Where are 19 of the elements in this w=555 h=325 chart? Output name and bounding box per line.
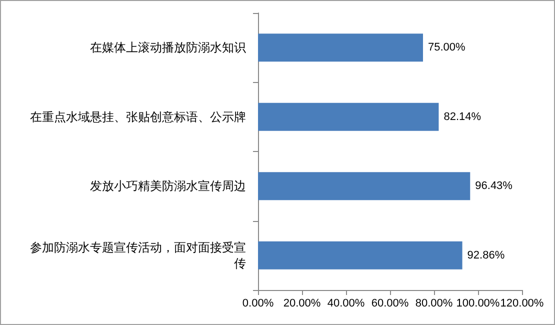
y-tick-label: 在重点水域悬挂、张贴创意标语、公示牌 xyxy=(30,110,246,124)
data-label: 92.86% xyxy=(467,249,505,262)
data-label: 96.43% xyxy=(475,180,513,192)
y-tick-label: 参加防溺水专题宣传活动，面对面接受宣传 xyxy=(30,240,246,270)
x-tick-label: 40.00% xyxy=(327,298,365,310)
x-tick-label: 80.00% xyxy=(415,298,453,310)
x-tick-label: 100.00% xyxy=(456,298,500,310)
x-tick-label: 60.00% xyxy=(371,298,409,310)
bar xyxy=(258,241,462,270)
x-tick-label: 120.00% xyxy=(500,298,544,310)
bar xyxy=(258,102,439,131)
x-tick-label: 20.00% xyxy=(283,298,321,310)
x-tick-label: 0.00% xyxy=(242,298,274,310)
y-tick-label: 发放小巧精美防溺水宣传周边 xyxy=(90,179,246,194)
y-tick-label: 在媒体上滚动播放防溺水知识 xyxy=(90,40,246,55)
data-label: 75.00% xyxy=(428,42,466,54)
bar xyxy=(258,172,470,200)
data-label: 82.14% xyxy=(444,110,482,123)
bar xyxy=(258,34,423,62)
